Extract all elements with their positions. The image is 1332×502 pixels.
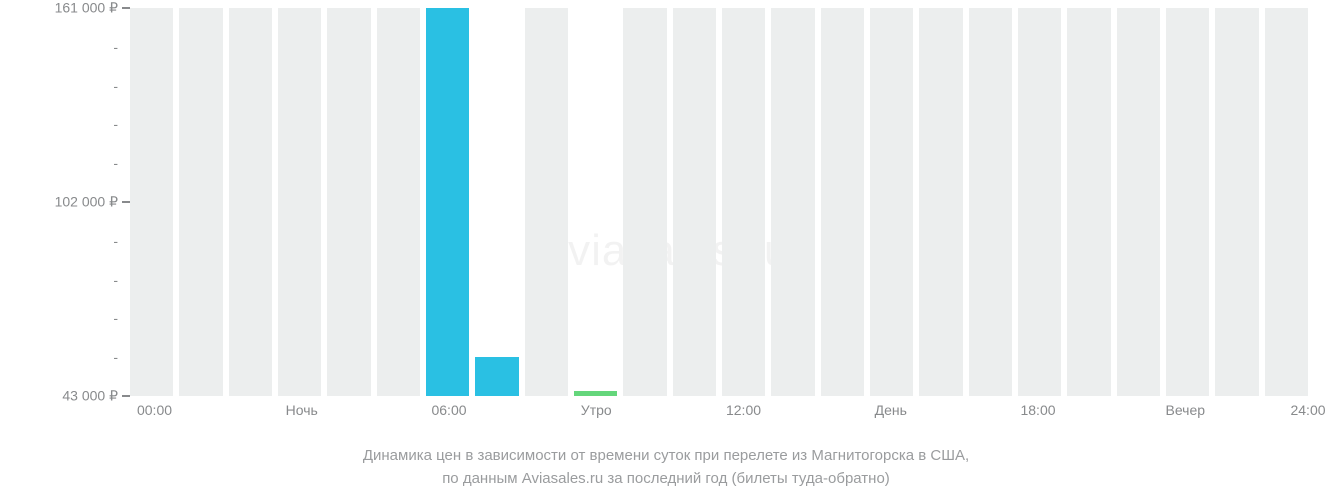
y-tick-label: 102 000 ₽ xyxy=(55,194,118,211)
bar xyxy=(1166,8,1209,396)
bar-slot xyxy=(327,8,370,396)
y-minor-tick: - xyxy=(113,233,118,249)
x-tick-label: 06:00 xyxy=(431,402,466,418)
bar-slot xyxy=(179,8,222,396)
bars-container xyxy=(130,8,1308,396)
y-minor-tick: - xyxy=(113,78,118,94)
bar-slot xyxy=(130,8,173,396)
x-tick-label: 12:00 xyxy=(726,402,761,418)
bar xyxy=(426,8,469,396)
bar xyxy=(377,8,420,396)
bar-slot xyxy=(969,8,1012,396)
bar-slot xyxy=(673,8,716,396)
bar-slot xyxy=(426,8,469,396)
bar-slot xyxy=(1067,8,1110,396)
bar xyxy=(130,8,173,396)
y-minor-tick: - xyxy=(113,310,118,326)
x-tick-label: 24:00 xyxy=(1290,402,1325,418)
bar xyxy=(969,8,1012,396)
bar xyxy=(1067,8,1110,396)
x-tick-label: Вечер xyxy=(1165,402,1205,418)
y-axis: 161 000 ₽102 000 ₽43 000 ₽-------- xyxy=(0,8,130,396)
bar-slot xyxy=(870,8,913,396)
bar-slot xyxy=(377,8,420,396)
bar xyxy=(525,8,568,396)
x-tick-label: Ночь xyxy=(286,402,318,418)
y-tick-label: 43 000 ₽ xyxy=(62,388,118,405)
bar xyxy=(179,8,222,396)
bar xyxy=(623,8,666,396)
bar-slot xyxy=(278,8,321,396)
bar xyxy=(1018,8,1061,396)
bar-slot xyxy=(771,8,814,396)
bar-slot xyxy=(1166,8,1209,396)
bar xyxy=(870,8,913,396)
bar-slot xyxy=(525,8,568,396)
bar xyxy=(229,8,272,396)
bar xyxy=(673,8,716,396)
bar xyxy=(722,8,765,396)
x-tick-label: День xyxy=(875,402,907,418)
bar xyxy=(278,8,321,396)
y-tick-mark xyxy=(122,7,130,9)
bar xyxy=(821,8,864,396)
bar xyxy=(919,8,962,396)
x-tick-label: 00:00 xyxy=(137,402,172,418)
bar-slot xyxy=(623,8,666,396)
bar xyxy=(771,8,814,396)
bar-slot xyxy=(1265,8,1308,396)
caption-line-2: по данным Aviasales.ru за последний год … xyxy=(0,468,1332,491)
plot-area xyxy=(130,8,1308,396)
price-by-hour-chart: aviasales.ru 161 000 ₽102 000 ₽43 000 ₽-… xyxy=(0,0,1332,502)
bar-slot xyxy=(475,8,518,396)
bar-slot xyxy=(574,8,617,396)
bar-slot xyxy=(229,8,272,396)
x-axis: 00:00Ночь06:00Утро12:00День18:00Вечер24:… xyxy=(130,396,1308,426)
y-minor-tick: - xyxy=(113,39,118,55)
bar xyxy=(1117,8,1160,396)
y-minor-tick: - xyxy=(113,349,118,365)
bar xyxy=(327,8,370,396)
bar xyxy=(475,357,518,396)
x-tick-label: 18:00 xyxy=(1020,402,1055,418)
y-minor-tick: - xyxy=(113,155,118,171)
bar-slot xyxy=(1215,8,1258,396)
chart-caption: Динамика цен в зависимости от времени су… xyxy=(0,445,1332,490)
bar-slot xyxy=(1018,8,1061,396)
bar-slot xyxy=(821,8,864,396)
y-minor-tick: - xyxy=(113,116,118,132)
bar-slot xyxy=(919,8,962,396)
y-tick-mark xyxy=(122,201,130,203)
bar-slot xyxy=(1117,8,1160,396)
bar xyxy=(1215,8,1258,396)
x-tick-label: Утро xyxy=(581,402,612,418)
y-tick-mark xyxy=(122,395,130,397)
bar xyxy=(1265,8,1308,396)
bar-slot xyxy=(722,8,765,396)
y-minor-tick: - xyxy=(113,272,118,288)
caption-line-1: Динамика цен в зависимости от времени су… xyxy=(0,445,1332,468)
y-tick-label: 161 000 ₽ xyxy=(55,0,118,17)
